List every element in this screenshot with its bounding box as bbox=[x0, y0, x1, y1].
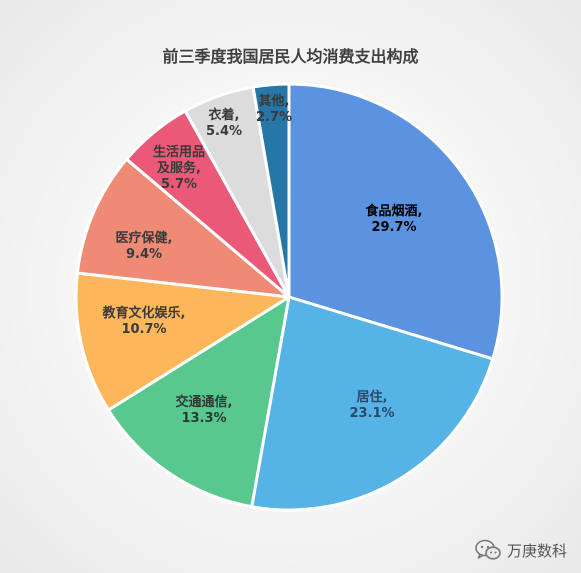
pie-slice-2 bbox=[106, 295, 291, 509]
slice-label-6: 衣着, 5.4% bbox=[206, 107, 242, 139]
watermark: 万庚数科 bbox=[475, 539, 567, 561]
pie-slice-1 bbox=[250, 295, 495, 512]
slice-label-4: 医疗保健, 9.4% bbox=[116, 230, 173, 262]
pie-slice-0 bbox=[287, 82, 504, 361]
slice-label-1: 居住, 23.1% bbox=[349, 389, 394, 421]
pie-slice-3 bbox=[74, 271, 291, 412]
wechat-icon bbox=[475, 539, 501, 561]
slice-label-5: 生活用品及服务, 5.7% bbox=[153, 144, 205, 192]
slice-label-2: 交通通信, 13.3% bbox=[176, 394, 233, 426]
slice-label-3: 教育文化娱乐, 10.7% bbox=[102, 305, 186, 337]
watermark-text: 万庚数科 bbox=[506, 541, 567, 560]
pie-slice-4 bbox=[75, 157, 291, 299]
pie-labels: 食品烟酒, 29.7% 居住, 23.1% 交通通信, 13.3% 教育文化娱乐, 10.7%… bbox=[102, 93, 423, 426]
slice-label-0: 食品烟酒, 29.7% bbox=[366, 203, 423, 235]
pie-slices bbox=[74, 82, 504, 512]
slice-label-7: 其他, 2.7% bbox=[256, 93, 292, 125]
chart-title: 前三季度我国居民人均消费支出构成 bbox=[162, 47, 419, 66]
pie-slice-7 bbox=[251, 82, 291, 299]
